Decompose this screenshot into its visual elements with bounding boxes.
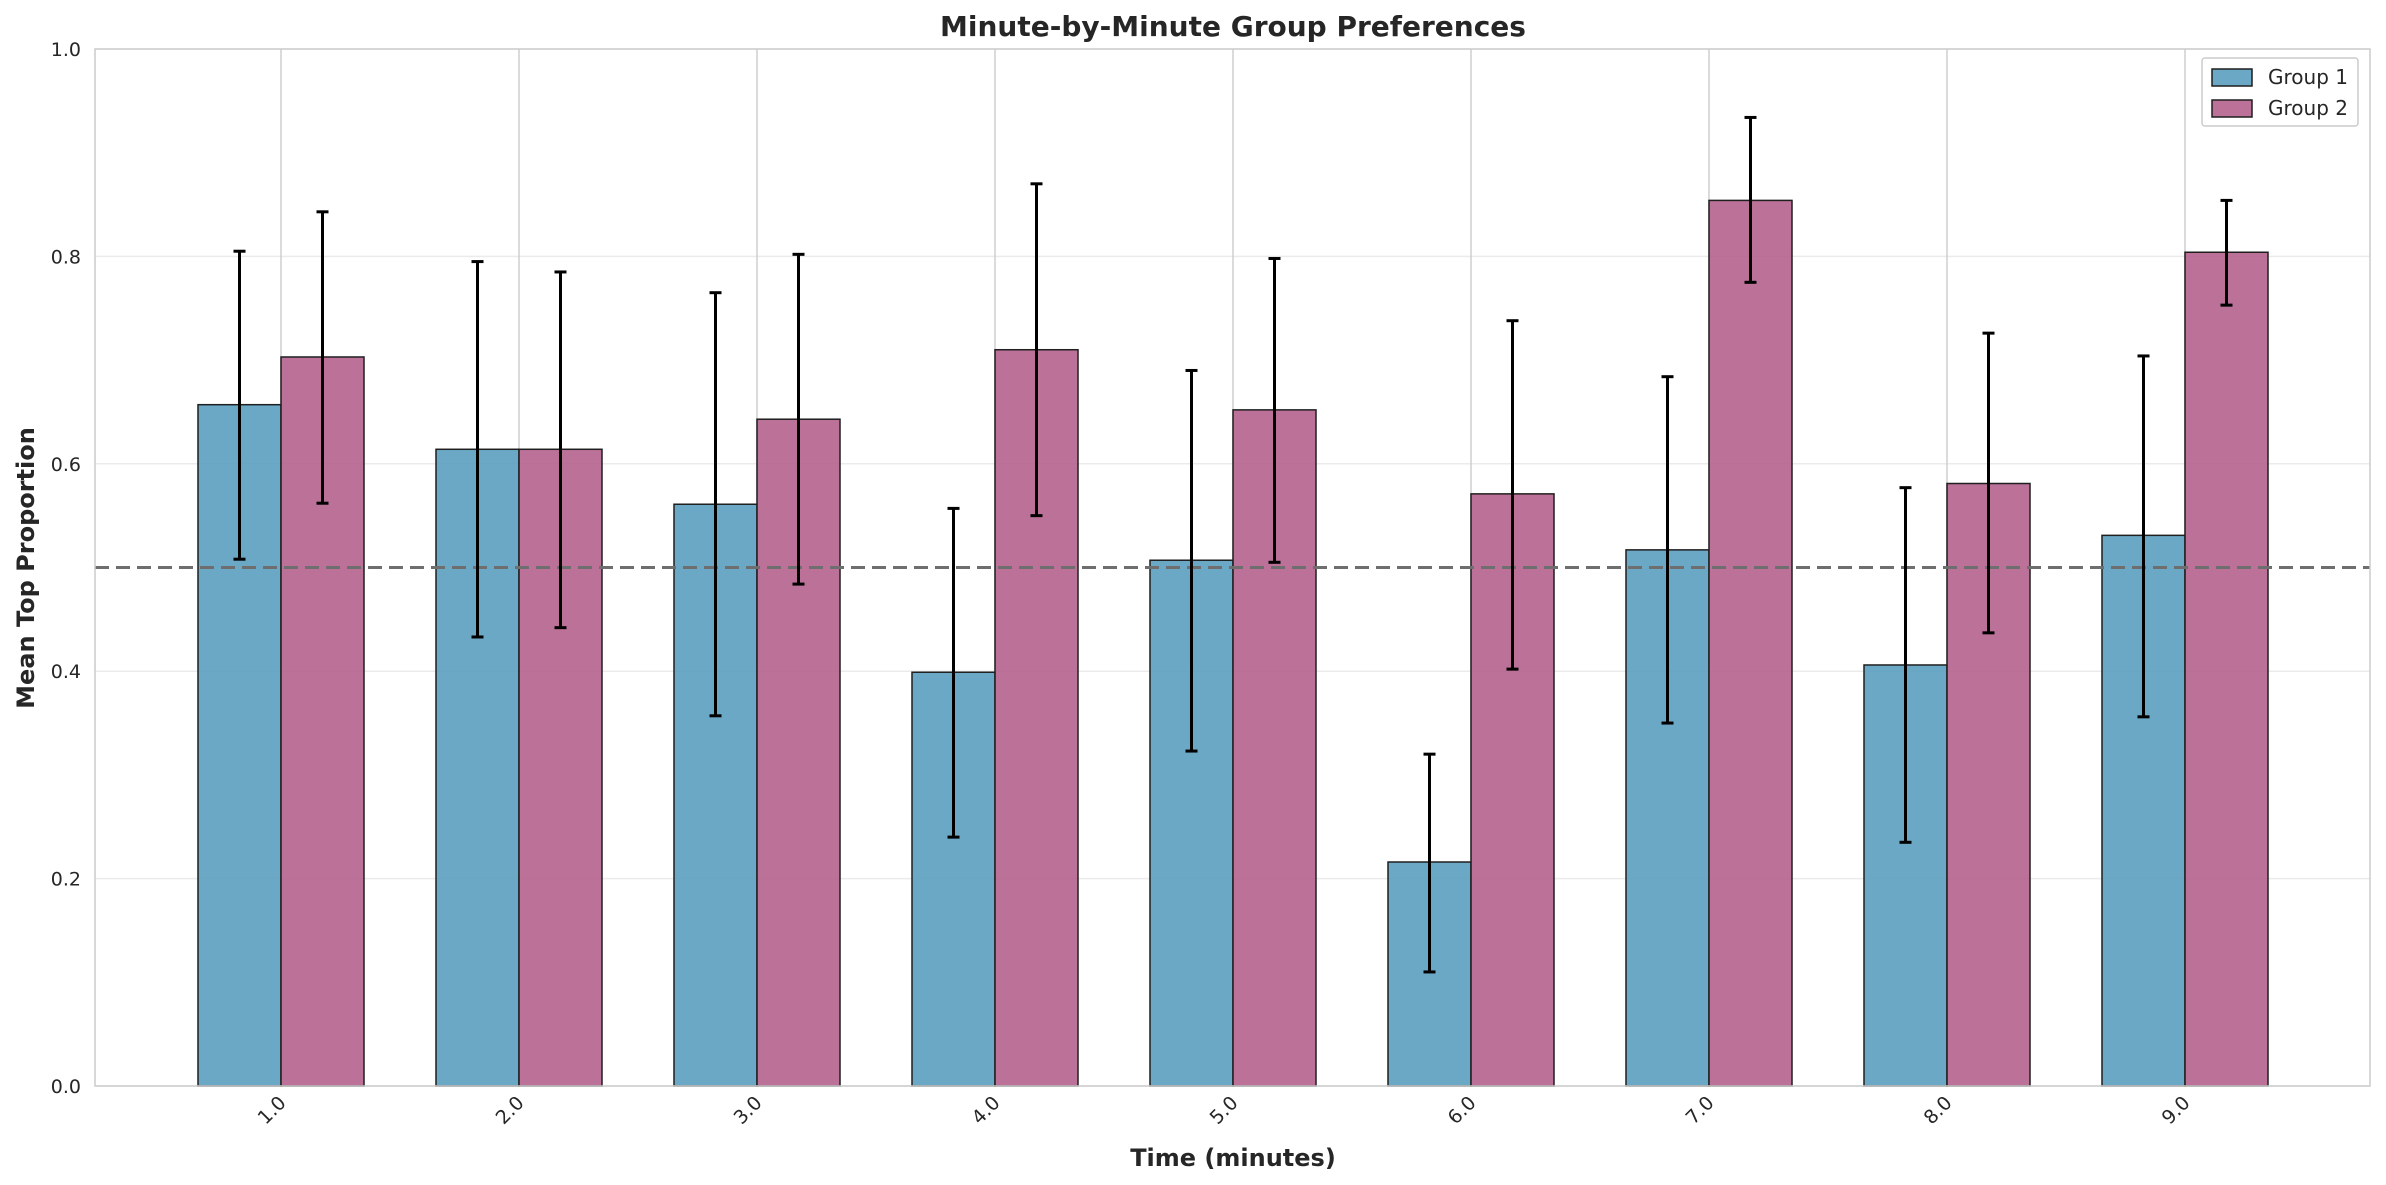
x-tick-label: 8.0 <box>1920 1092 1957 1129</box>
x-tick-label: 2.0 <box>492 1092 529 1129</box>
x-tick-label: 1.0 <box>254 1092 291 1129</box>
y-tick-label: 0.0 <box>51 1076 81 1098</box>
legend-swatch-group-1 <box>2211 68 2253 87</box>
x-tick-label: 7.0 <box>1682 1092 1719 1129</box>
legend: Group 1 Group 2 <box>2201 57 2359 127</box>
x-tick-label: 5.0 <box>1206 1092 1243 1129</box>
y-tick-label: 1.0 <box>51 39 81 61</box>
legend-swatch-group-2 <box>2211 99 2253 118</box>
x-tick-label: 6.0 <box>1444 1092 1481 1129</box>
x-tick-label: 3.0 <box>730 1092 767 1129</box>
x-tick-label: 4.0 <box>968 1092 1005 1129</box>
legend-label-group-1: Group 1 <box>2268 65 2348 89</box>
y-tick-label: 0.8 <box>51 246 81 268</box>
legend-label-group-2: Group 2 <box>2268 96 2348 120</box>
y-axis-label: Mean Top Proportion <box>12 427 40 709</box>
plot-area: 0.0 0.2 0.4 0.6 0.8 1.0 1.0 2.0 3.0 4.0 5.0 6.0 7.0 8… <box>51 39 2371 1129</box>
x-axis-label: Time (minutes) <box>1130 1144 1336 1172</box>
y-tick-label: 0.4 <box>51 661 81 683</box>
chart-title: Minute-by-Minute Group Preferences <box>940 10 1526 43</box>
y-tick-label: 0.6 <box>51 454 81 476</box>
plot-frame <box>94 48 2371 1087</box>
y-tick-label: 0.2 <box>51 869 81 891</box>
x-tick-label: 9.0 <box>2158 1092 2195 1129</box>
bar-group-2 <box>1708 199 1793 1087</box>
bar-group-2 <box>2184 251 2269 1087</box>
